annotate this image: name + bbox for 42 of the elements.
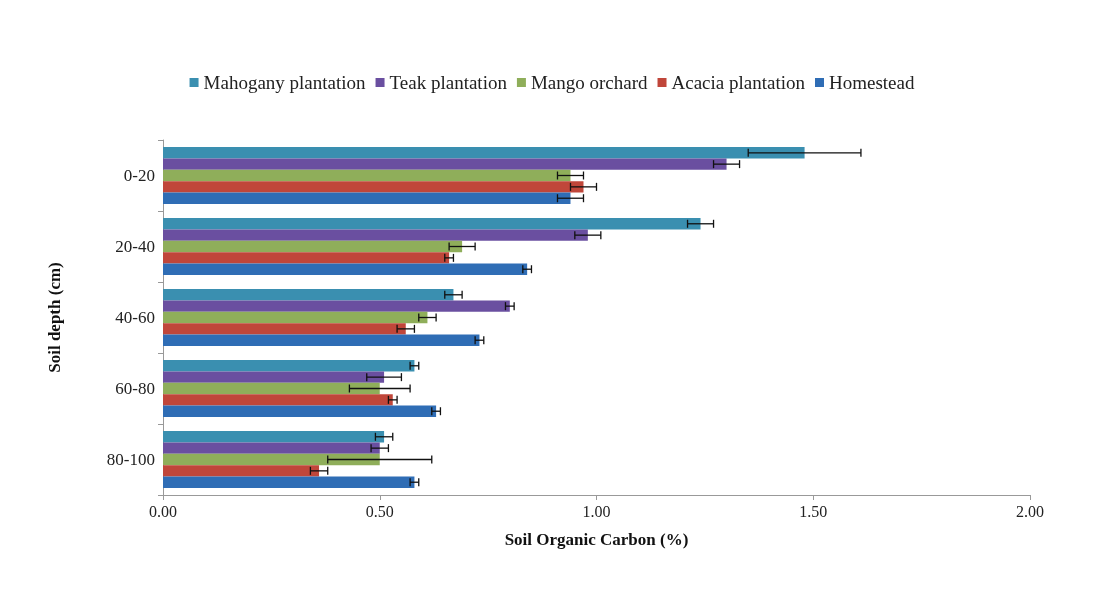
bar xyxy=(163,158,727,170)
bar xyxy=(163,300,510,312)
bar xyxy=(163,442,380,454)
bar xyxy=(163,465,320,477)
bar xyxy=(163,371,385,383)
legend-label: Homestead xyxy=(828,72,915,93)
x-tick-label: 0.50 xyxy=(365,502,394,520)
bar xyxy=(163,147,805,159)
x-axis-title: Soil Organic Carbon (%) xyxy=(504,530,689,549)
legend-label: Mahogany plantation xyxy=(203,72,367,93)
bar xyxy=(163,192,571,204)
bar xyxy=(163,169,571,182)
bar xyxy=(163,394,393,406)
bar xyxy=(163,453,380,466)
bar xyxy=(163,360,415,372)
x-tick-label: 0.00 xyxy=(149,502,177,520)
bar xyxy=(163,334,480,346)
bar xyxy=(163,252,450,264)
legend-label: Mango orchard xyxy=(530,72,649,93)
bar xyxy=(163,218,701,230)
bar xyxy=(163,476,415,488)
bar xyxy=(163,263,528,275)
bar xyxy=(163,431,385,443)
bar xyxy=(163,229,588,241)
y-tick-label: 20-40 xyxy=(115,237,155,256)
x-tick-label: 1.00 xyxy=(582,502,611,520)
legend-label: Teak plantation xyxy=(389,72,508,93)
bar xyxy=(163,323,406,335)
y-tick-label: 80-100 xyxy=(106,450,155,469)
y-tick-label: 0-20 xyxy=(123,166,155,185)
bar xyxy=(163,289,454,301)
x-tick-label: 1.50 xyxy=(799,502,828,520)
bar xyxy=(163,311,428,324)
legend-label: Acacia plantation xyxy=(671,72,806,93)
y-tick-label: 60-80 xyxy=(115,379,155,398)
bar xyxy=(163,240,463,253)
y-axis-title: Soil depth (cm) xyxy=(45,262,64,373)
bar xyxy=(163,405,437,417)
x-tick-label: 2.00 xyxy=(1016,502,1044,520)
bar xyxy=(163,181,584,193)
bar xyxy=(163,382,380,395)
y-tick-label: 40-60 xyxy=(115,308,155,327)
